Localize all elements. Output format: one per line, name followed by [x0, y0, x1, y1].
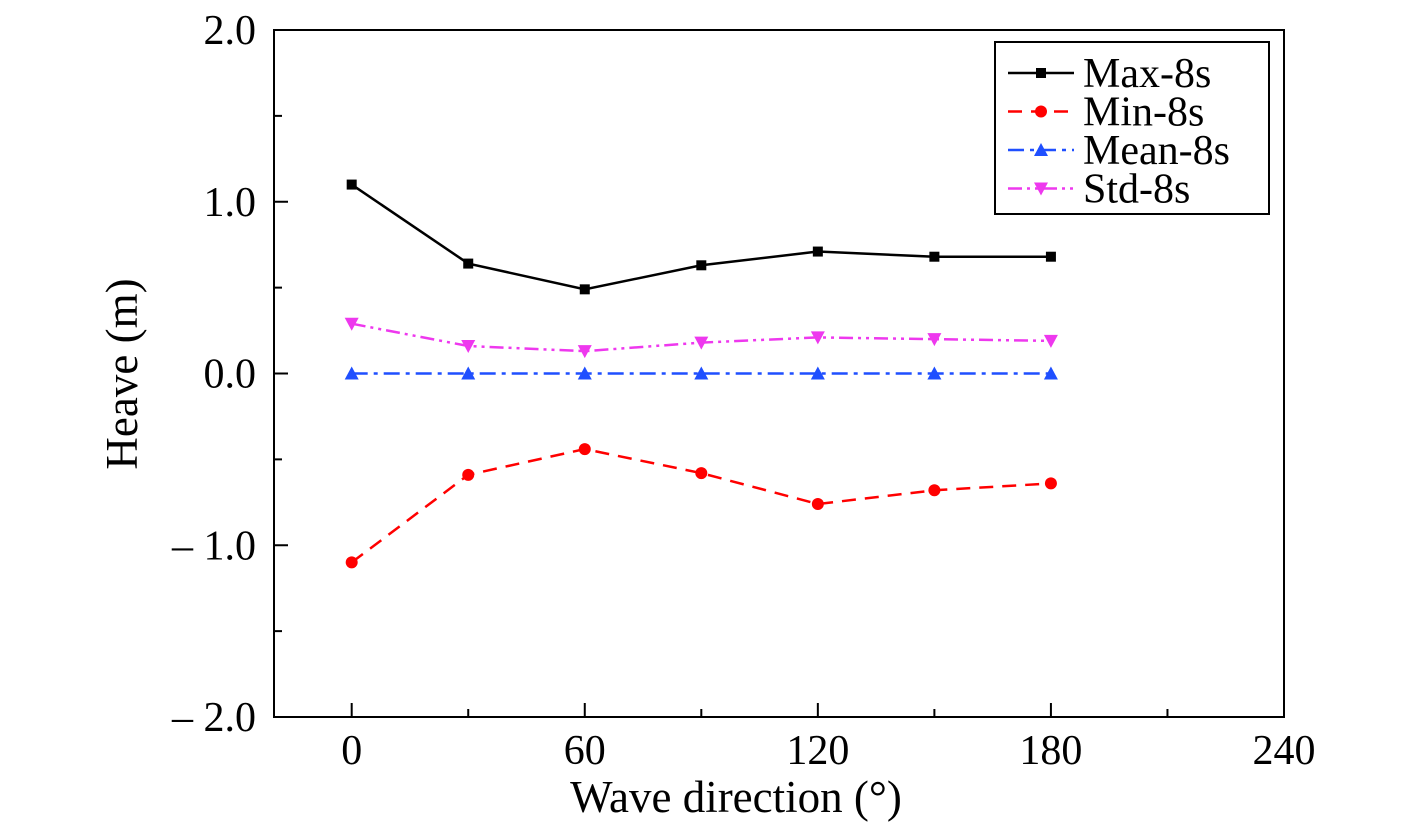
legend-label-max-8s: Max-8s: [1083, 51, 1211, 97]
data-point-std-8s: [810, 331, 825, 345]
data-point-mean-8s: [344, 366, 359, 380]
legend-label-std-8s: Std-8s: [1083, 167, 1190, 213]
data-point-min-8s: [928, 484, 941, 497]
data-point-mean-8s: [577, 366, 592, 380]
data-point-std-8s: [1043, 334, 1058, 348]
x-tick-label: 0: [341, 728, 362, 774]
data-point-std-8s: [461, 340, 476, 354]
data-point-max-8s: [579, 284, 590, 295]
legend-marker-mean-8s: [1034, 143, 1048, 156]
data-point-mean-8s: [810, 366, 825, 380]
legend-label-min-8s: Min-8s: [1083, 90, 1204, 136]
data-point-min-8s: [811, 498, 824, 511]
y-tick-label: 1.0: [204, 180, 257, 226]
y-tick-label: – 1.0: [171, 523, 256, 569]
series-mean-8s: [344, 366, 1058, 380]
data-point-max-8s: [346, 179, 357, 190]
data-point-min-8s: [578, 443, 591, 456]
x-tick-label: 120: [786, 728, 849, 774]
series-line-max-8s: [350, 183, 1051, 291]
series-layer: [344, 179, 1058, 569]
data-point-std-8s: [694, 336, 709, 350]
series-line-min-8s: [350, 447, 1051, 564]
series-std-8s: [344, 317, 1058, 359]
series-max-8s: [346, 179, 1056, 295]
data-point-max-8s: [1045, 251, 1056, 262]
data-point-min-8s: [345, 556, 358, 569]
data-point-mean-8s: [694, 366, 709, 380]
x-axis-title: Wave direction (°): [570, 772, 902, 822]
data-point-std-8s: [927, 333, 942, 347]
data-point-max-8s: [696, 260, 707, 271]
data-point-min-8s: [462, 468, 475, 481]
data-point-min-8s: [695, 467, 708, 480]
data-point-max-8s: [812, 246, 823, 257]
y-tick-label: 2.0: [204, 8, 257, 54]
legend-marker-max-8s: [1036, 68, 1046, 78]
data-point-max-8s: [463, 258, 474, 269]
y-tick-label: – 2.0: [171, 695, 256, 741]
legend-marker-std-8s: [1034, 182, 1048, 196]
legend-label-mean-8s: Mean-8s: [1083, 128, 1230, 174]
x-tick-label: 60: [564, 728, 606, 774]
legend-marker-min-8s: [1035, 105, 1047, 118]
data-point-mean-8s: [1043, 366, 1058, 380]
axes-layer: 0 60 120 180 240 – 2.0 – 1.0 0.0 1.0 2.0: [171, 8, 1316, 774]
data-point-mean-8s: [461, 366, 476, 380]
x-tick-label: 180: [1019, 728, 1082, 774]
y-axis-title: Heave (m): [97, 278, 147, 469]
data-point-mean-8s: [927, 366, 942, 380]
data-point-std-8s: [344, 317, 359, 331]
series-min-8s: [345, 443, 1057, 569]
data-point-min-8s: [1044, 477, 1057, 490]
y-tick-label: 0.0: [204, 352, 257, 398]
data-point-std-8s: [577, 345, 592, 359]
x-tick-label: 240: [1253, 728, 1316, 774]
data-point-max-8s: [929, 251, 940, 262]
